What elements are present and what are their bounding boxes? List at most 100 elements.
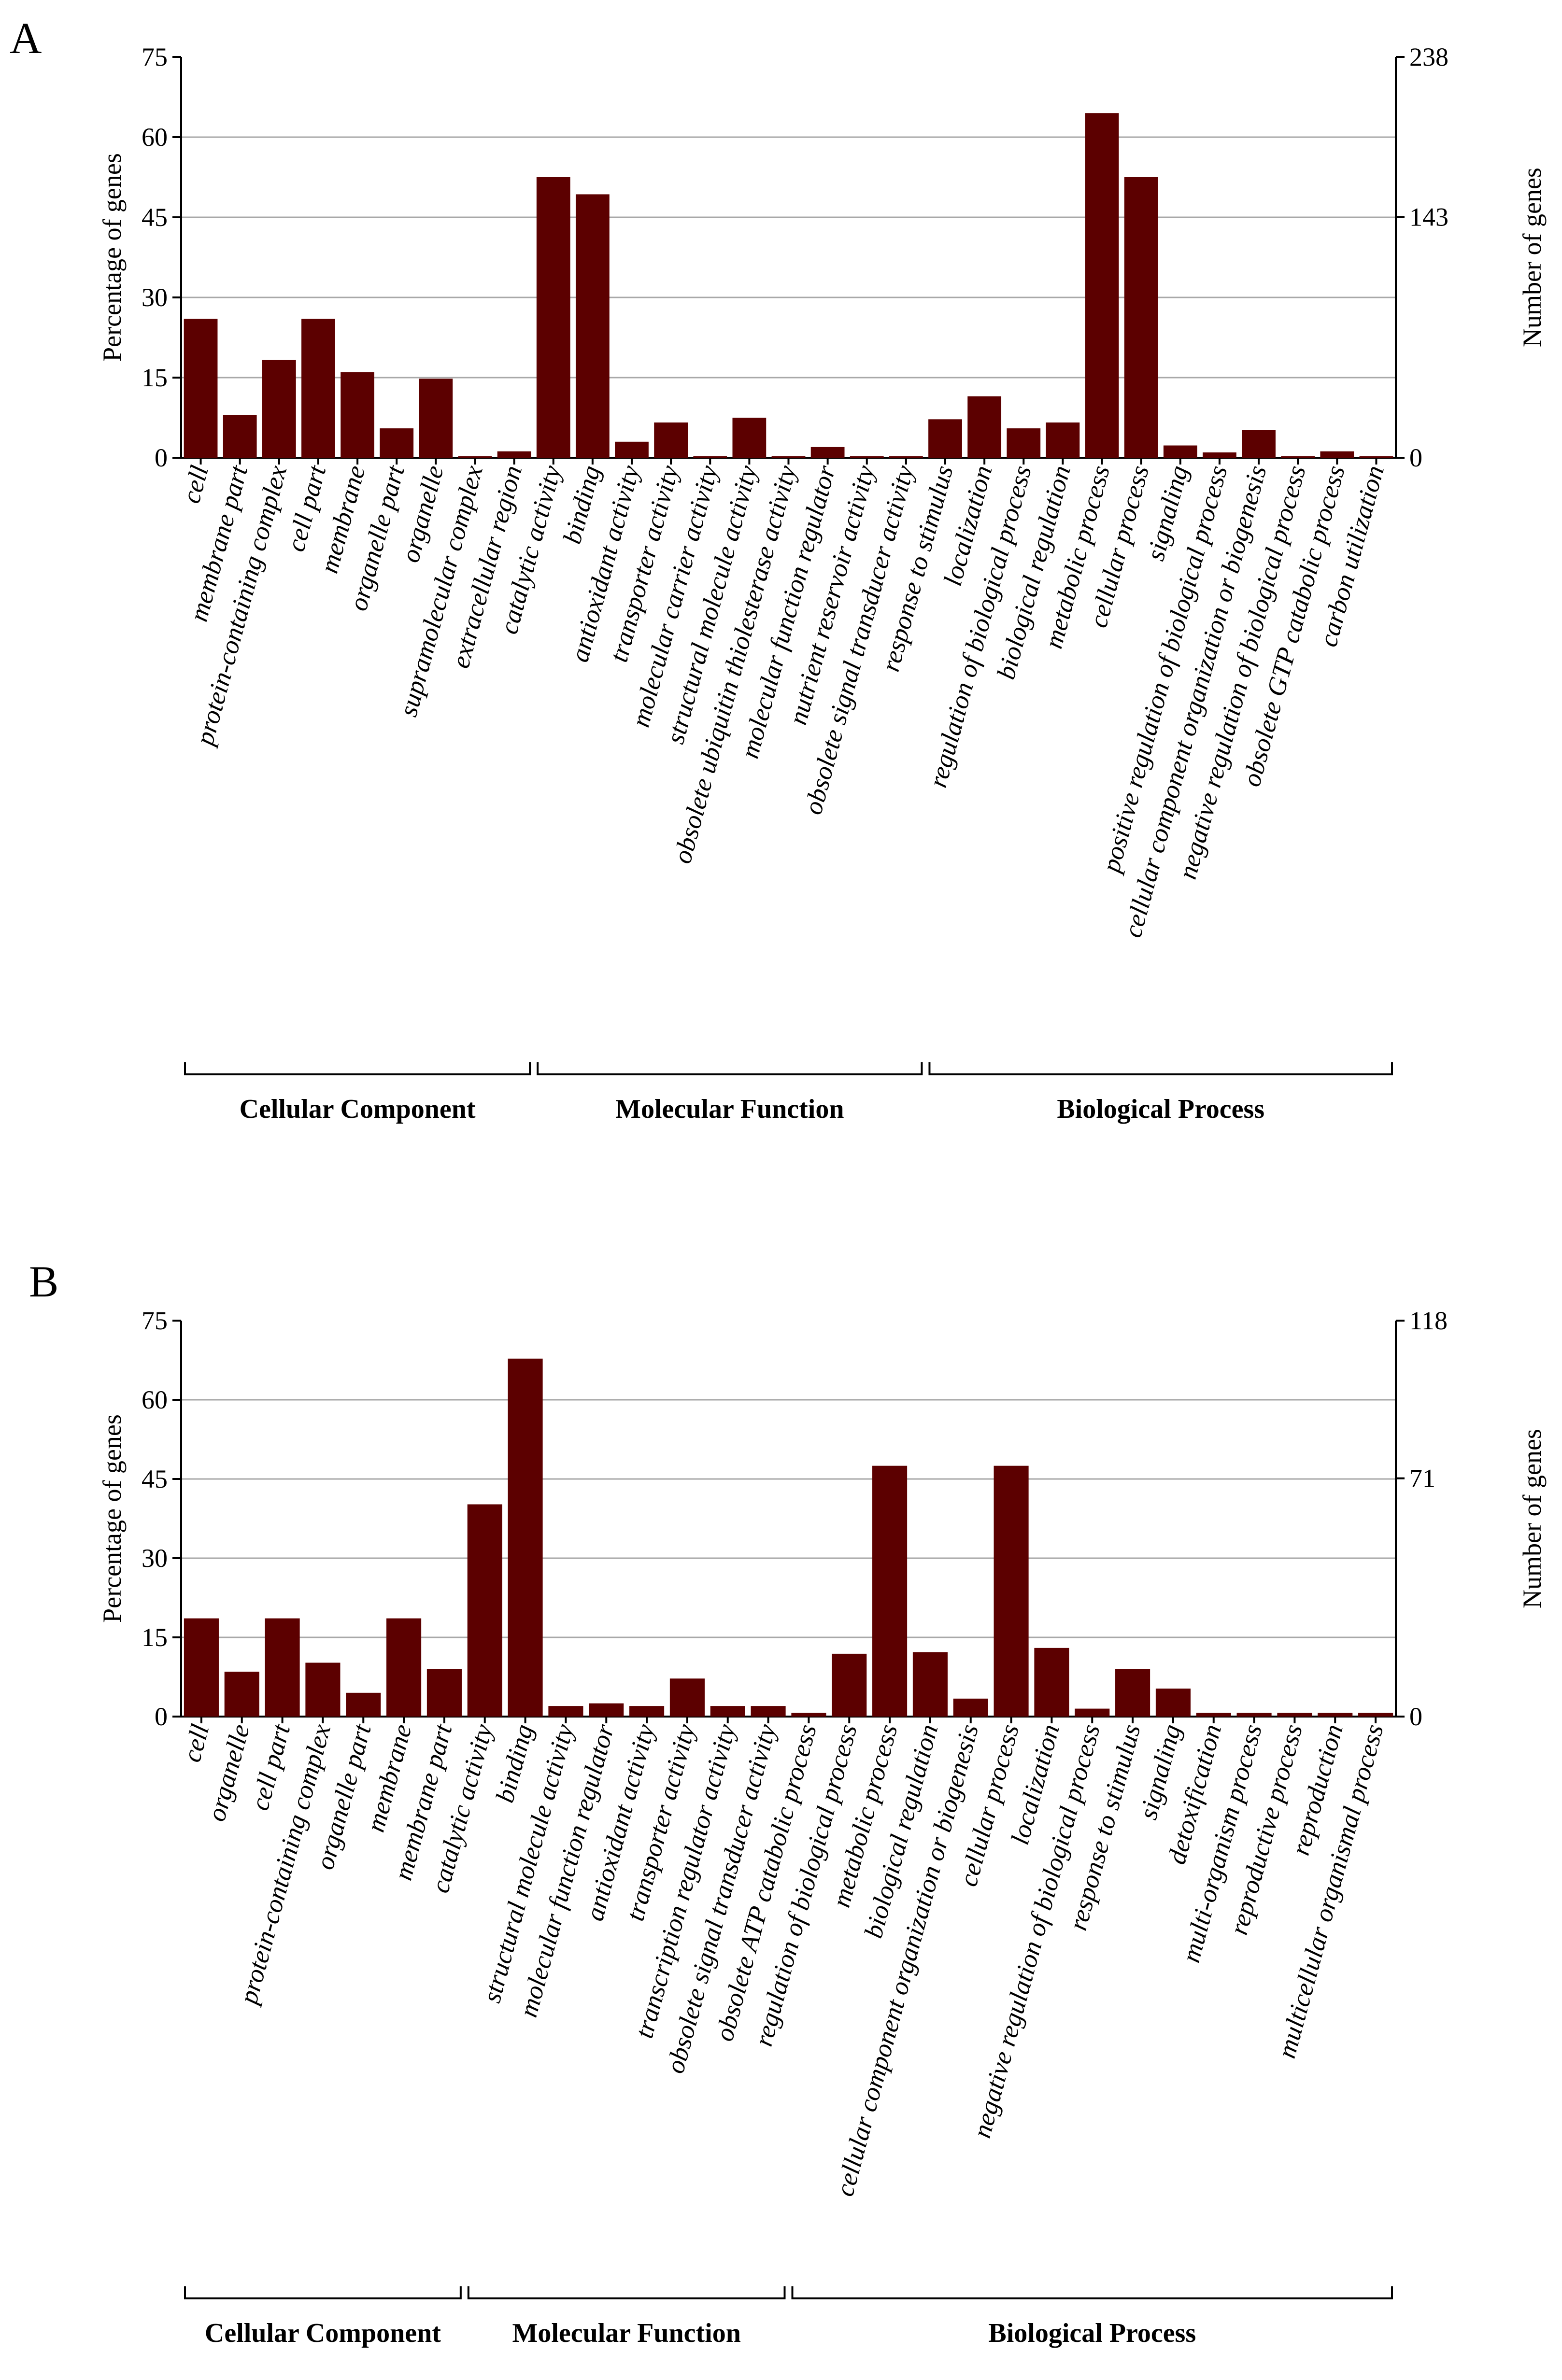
bar-carbon-utilization xyxy=(1359,456,1393,458)
bar-cell xyxy=(184,1618,219,1717)
y-tick-label: 30 xyxy=(142,283,168,312)
bar-transporter-activity xyxy=(654,422,688,458)
bar-obsolete-ubiquitin-thiolesterase-activity xyxy=(771,456,806,458)
y-axis-title-left: Percentage of genes xyxy=(98,153,127,362)
right-tick-label: 143 xyxy=(1409,202,1448,231)
bar-negative-regulation-of-biological-process xyxy=(1075,1708,1110,1717)
bar-cellular-component-organization-or-biogenesis xyxy=(953,1698,988,1717)
y-tick-label: 60 xyxy=(142,1385,168,1414)
bar-protein-containing-complex xyxy=(262,360,296,458)
group-bracket xyxy=(184,1062,531,1075)
bar-cellular-process xyxy=(1124,177,1158,458)
bar-cellular-process xyxy=(994,1465,1029,1717)
bar-membrane xyxy=(386,1618,422,1717)
bar-metabolic-process xyxy=(1085,113,1119,458)
bar-positive-regulation-of-biological-process xyxy=(1203,452,1236,458)
panel-b: B 0 15 30 45 60 75 0 71 118 Percentage of genes Num… xyxy=(29,1257,1547,2348)
group-bracket xyxy=(928,1062,1393,1075)
y-tick-label: 45 xyxy=(142,1465,168,1493)
y-axis-title-right: Number of genes xyxy=(1518,168,1547,347)
group-bracket xyxy=(537,1062,923,1075)
bar-transporter-activity xyxy=(669,1678,705,1717)
x-tick-label: cell xyxy=(176,463,214,507)
panel-letter: B xyxy=(29,1257,58,1306)
bar-molecular-carrier-activity xyxy=(693,456,727,458)
bar-localization xyxy=(1034,1648,1069,1717)
bar-obsolete-atp-catabolic-process xyxy=(791,1713,826,1717)
group-label-cellular-component: Cellular Component xyxy=(205,2318,441,2348)
bar-reproductive-process xyxy=(1277,1713,1312,1717)
bar-antioxidant-activity xyxy=(629,1706,665,1717)
y-tick-label: 45 xyxy=(142,203,168,232)
bar-signaling xyxy=(1163,445,1197,458)
bar-molecular-function-regulator xyxy=(589,1703,624,1717)
bar-detoxification xyxy=(1196,1713,1231,1717)
group-label-biological-process: Biological Process xyxy=(988,2318,1196,2348)
bar-metabolic-process xyxy=(872,1465,908,1717)
right-tick-label: 118 xyxy=(1409,1306,1448,1335)
bar-response-to-stimulus xyxy=(1115,1669,1150,1717)
bar-cell-part xyxy=(301,319,335,458)
bar-structural-molecule-activity xyxy=(548,1706,583,1717)
x-tick-label: cell xyxy=(177,1721,214,1765)
panel-letter: A xyxy=(10,14,42,63)
group-label-biological-process: Biological Process xyxy=(1057,1094,1264,1124)
bar-binding xyxy=(508,1358,543,1717)
bar-molecular-function-regulator xyxy=(810,447,845,458)
bar-extracellular-region xyxy=(497,451,531,458)
y-tick-label: 60 xyxy=(142,123,168,152)
right-tick-label: 0 xyxy=(1409,443,1422,472)
x-tick-label: binding xyxy=(490,1721,539,1806)
y-tick-label: 75 xyxy=(142,42,168,71)
bar-biological-regulation xyxy=(1046,422,1080,458)
bar-catalytic-activity xyxy=(467,1504,502,1717)
right-tick-label: 71 xyxy=(1409,1464,1435,1493)
bar-negative-regulation-of-biological-process xyxy=(1281,456,1315,458)
bar-cellular-component-organization-or-biogenesis xyxy=(1242,430,1276,458)
group-bracket xyxy=(467,2286,786,2299)
y-axis-title-left: Percentage of genes xyxy=(98,1414,127,1623)
bar-organelle-part xyxy=(380,428,414,458)
y-tick-label: 0 xyxy=(155,1702,168,1731)
bar-transcription-regulator-activity xyxy=(710,1706,745,1717)
panel-a: A 0 15 30 45 60 75 0 143 238 Percentage of genes Nu… xyxy=(10,14,1547,1124)
right-tick-label: 0 xyxy=(1409,1702,1422,1731)
bar-signaling xyxy=(1155,1689,1191,1717)
group-label-molecular-function: Molecular Function xyxy=(615,1094,844,1124)
group-bracket xyxy=(184,2286,462,2299)
bar-antioxidant-activity xyxy=(615,441,649,458)
group-bracket xyxy=(791,2286,1393,2299)
bar-localization xyxy=(967,396,1002,458)
bar-organelle xyxy=(419,379,453,458)
bar-response-to-stimulus xyxy=(928,419,962,458)
y-tick-label: 30 xyxy=(142,1544,168,1573)
bar-cell-part xyxy=(265,1618,300,1717)
bar-obsolete-signal-transducer-activity xyxy=(751,1706,786,1717)
bar-supramolecular-complex xyxy=(458,456,492,458)
bar-protein-containing-complex xyxy=(305,1662,341,1717)
bar-regulation-of-biological-process xyxy=(832,1653,867,1717)
bar-multi-organism-process xyxy=(1236,1713,1272,1717)
bar-organelle xyxy=(224,1672,259,1717)
y-tick-label: 0 xyxy=(155,443,168,472)
right-tick-label: 238 xyxy=(1409,42,1448,71)
bar-catalytic-activity xyxy=(536,177,570,458)
bar-cell xyxy=(184,319,218,458)
bar-membrane-part xyxy=(426,1669,462,1717)
group-label-cellular-component: Cellular Component xyxy=(240,1094,476,1124)
bar-membrane xyxy=(341,372,374,458)
bar-biological-regulation xyxy=(912,1652,948,1717)
y-tick-label: 15 xyxy=(142,1623,168,1652)
group-label-molecular-function: Molecular Function xyxy=(512,2318,740,2348)
bar-multicellular-organismal-process xyxy=(1358,1713,1393,1717)
bar-obsolete-gtp-catabolic-process xyxy=(1320,451,1354,458)
bar-membrane-part xyxy=(223,415,257,458)
bar-regulation-of-biological-process xyxy=(1007,428,1041,458)
bar-obsolete-signal-transducer-activity xyxy=(889,456,923,458)
bar-organelle-part xyxy=(346,1692,381,1717)
bar-structural-molecule-activity xyxy=(732,418,767,458)
plot-axes xyxy=(180,1321,1397,1718)
y-axis-title-right: Number of genes xyxy=(1518,1429,1547,1608)
bar-nutrient-reservoir-activity xyxy=(850,456,884,458)
bar-binding xyxy=(575,194,610,458)
